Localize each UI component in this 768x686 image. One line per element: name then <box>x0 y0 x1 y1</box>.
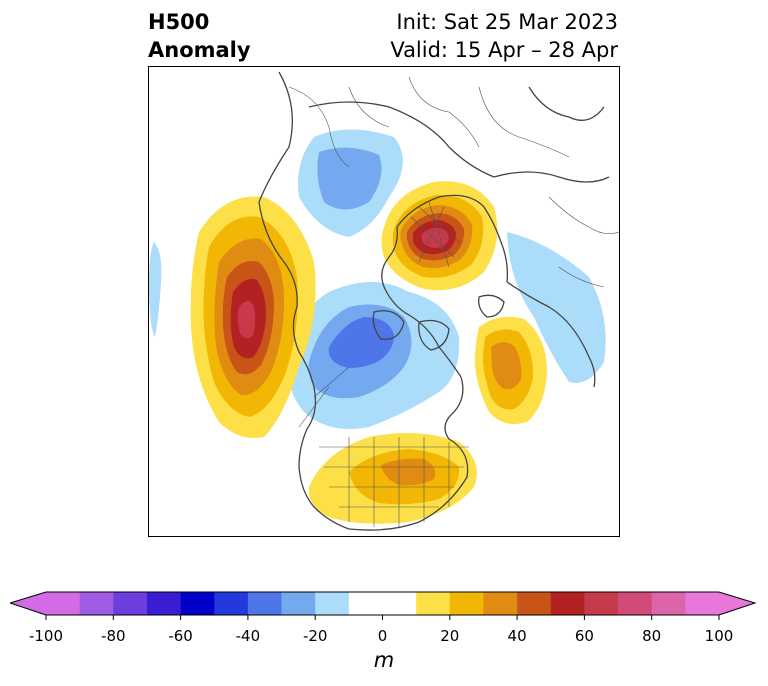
colorbar-bin <box>517 592 552 615</box>
anomaly-canadian-arctic <box>288 282 460 430</box>
valid-date-range: Valid: 15 Apr – 28 Apr <box>390 38 618 62</box>
colorbar-bin <box>449 592 484 615</box>
colorbar-outline <box>10 591 757 616</box>
anomaly-scandinavia <box>381 181 498 291</box>
colorbar-bin <box>416 592 451 615</box>
colorbar-extend-high <box>719 592 755 615</box>
colorbar-bin <box>685 592 720 615</box>
anomaly-eastern-siberia <box>298 129 403 237</box>
colorbar-bin <box>113 592 148 615</box>
map-dates: Init: Sat 25 Mar 2023 Valid: 15 Apr – 28… <box>390 8 618 64</box>
colorbar-tick-label: 100 <box>704 627 734 645</box>
colorbar-bin <box>584 592 619 615</box>
colorbar-bin <box>79 592 114 615</box>
colorbar-extend-low <box>10 592 46 615</box>
colorbar-bin <box>46 592 80 615</box>
anomaly-map <box>148 66 620 537</box>
anomaly-ne-pacific <box>190 196 316 438</box>
colorbar-bin <box>146 592 181 615</box>
colorbar <box>10 591 757 620</box>
colorbar-bin <box>281 592 316 615</box>
colorbar-tick-label: 80 <box>642 627 662 645</box>
colorbar-tick-label: 60 <box>574 627 594 645</box>
colorbar-bin <box>214 592 249 615</box>
colorbar-tick-label: 40 <box>507 627 527 645</box>
colorbar-bin <box>348 592 417 615</box>
anomaly-north-atlantic <box>474 316 547 425</box>
init-date: Init: Sat 25 Mar 2023 <box>396 10 618 34</box>
colorbar-tick-label: 0 <box>377 627 388 645</box>
title-variable: H500 <box>148 10 210 34</box>
colorbar-bin <box>180 592 215 615</box>
colorbar-tick-label: -60 <box>168 627 193 645</box>
colorbar-bin <box>550 592 585 615</box>
colorbar-bin <box>483 592 518 615</box>
colorbar-bin <box>618 592 652 615</box>
map-title: H500 Anomaly <box>148 8 251 64</box>
colorbar-unit: m <box>373 648 395 672</box>
colorbar-bin <box>247 592 282 615</box>
anomaly-central-asia <box>507 232 606 383</box>
colorbar-tick-label: -20 <box>302 627 328 645</box>
title-quantity: Anomaly <box>148 38 251 62</box>
colorbar-tick-label: -100 <box>28 627 64 645</box>
colorbar-bin <box>315 592 350 615</box>
borders <box>288 76 619 527</box>
colorbar-tick-label: -80 <box>101 627 126 645</box>
anomaly-eastern-us <box>308 433 477 524</box>
colorbar-tick-label: -40 <box>235 627 261 645</box>
anomaly-west-edge <box>149 242 162 337</box>
coastlines <box>258 71 610 531</box>
map-svg <box>149 71 619 531</box>
colorbar-bin <box>651 592 686 615</box>
colorbar-tick-label: 20 <box>440 627 460 645</box>
